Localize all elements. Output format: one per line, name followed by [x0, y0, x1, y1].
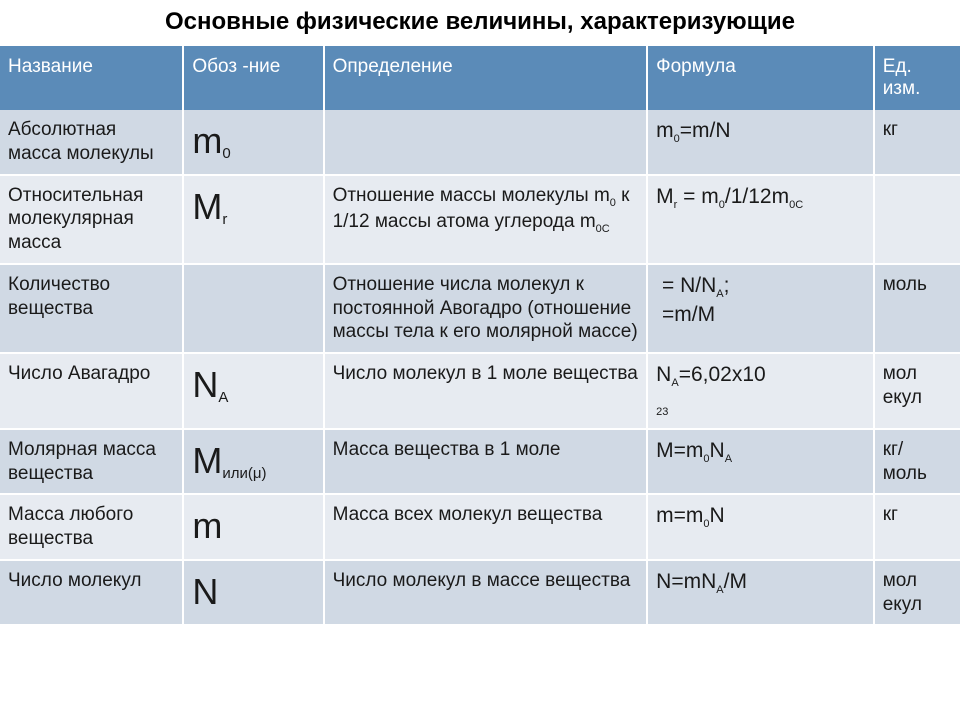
cell-unit: мол екул [874, 560, 960, 626]
page-container: Основные физические величины, характериз… [0, 0, 960, 626]
cell-name: Число Авагадро [0, 353, 183, 429]
cell-unit: кг [874, 494, 960, 560]
cell-definition: Масса всех молекул вещества [324, 494, 648, 560]
cell-symbol: m0 [183, 110, 323, 175]
cell-symbol: Mили(μ) [183, 429, 323, 495]
cell-definition: Число молекул в 1 моле вещества [324, 353, 648, 429]
table-row: Масса любого веществаmМасса всех молекул… [0, 494, 960, 560]
cell-formula: N=mNA/M [647, 560, 874, 626]
cell-name: Количество вещества [0, 264, 183, 353]
table-row: Молярная масса веществаMили(μ)Масса веще… [0, 429, 960, 495]
cell-name: Молярная масса вещества [0, 429, 183, 495]
cell-symbol [183, 264, 323, 353]
cell-formula: M=m0NA [647, 429, 874, 495]
physics-table: НазваниеОбоз -ниеОпределениеФормулаЕд. и… [0, 46, 960, 626]
cell-symbol: m [183, 494, 323, 560]
table-head: НазваниеОбоз -ниеОпределениеФормулаЕд. и… [0, 46, 960, 110]
cell-name: Число молекул [0, 560, 183, 626]
cell-formula: NA=6,02x1023 [647, 353, 874, 429]
cell-name: Масса любого вещества [0, 494, 183, 560]
cell-definition: Масса вещества в 1 моле [324, 429, 648, 495]
page-title: Основные физические величины, характериз… [0, 0, 960, 46]
table-body: Абсолютная масса молекулыm0m0=m/NкгОтнос… [0, 110, 960, 625]
table-row: Число АвагадроNAЧисло молекул в 1 моле в… [0, 353, 960, 429]
cell-unit: моль [874, 264, 960, 353]
cell-name: Относительная молекулярная масса [0, 175, 183, 264]
cell-definition: Отношение числа молекул к постоянной Аво… [324, 264, 648, 353]
cell-symbol: N [183, 560, 323, 626]
table-row: Относительная молекулярная массаMrОтноше… [0, 175, 960, 264]
cell-unit: кг [874, 110, 960, 175]
cell-formula: Mr = m0/1/12m0C [647, 175, 874, 264]
cell-formula: = N/NA; =m/M [647, 264, 874, 353]
table-row: Абсолютная масса молекулыm0 m0=m/Nкг [0, 110, 960, 175]
column-header: Обоз -ние [183, 46, 323, 110]
column-header: Определение [324, 46, 648, 110]
cell-unit: мол екул [874, 353, 960, 429]
cell-definition [324, 110, 648, 175]
cell-definition: Число молекул в массе вещества [324, 560, 648, 626]
column-header: Ед. изм. [874, 46, 960, 110]
table-row: Число молекулNЧисло молекул в массе веще… [0, 560, 960, 626]
cell-symbol: NA [183, 353, 323, 429]
column-header: Формула [647, 46, 874, 110]
cell-formula: m0=m/N [647, 110, 874, 175]
cell-formula: m=m0N [647, 494, 874, 560]
cell-unit: кг/ моль [874, 429, 960, 495]
cell-definition: Отношение массы молекулы m0 к 1/12 массы… [324, 175, 648, 264]
table-row: Количество вещества Отношение числа молек… [0, 264, 960, 353]
cell-name: Абсолютная масса молекулы [0, 110, 183, 175]
cell-unit [874, 175, 960, 264]
cell-symbol: Mr [183, 175, 323, 264]
column-header: Название [0, 46, 183, 110]
